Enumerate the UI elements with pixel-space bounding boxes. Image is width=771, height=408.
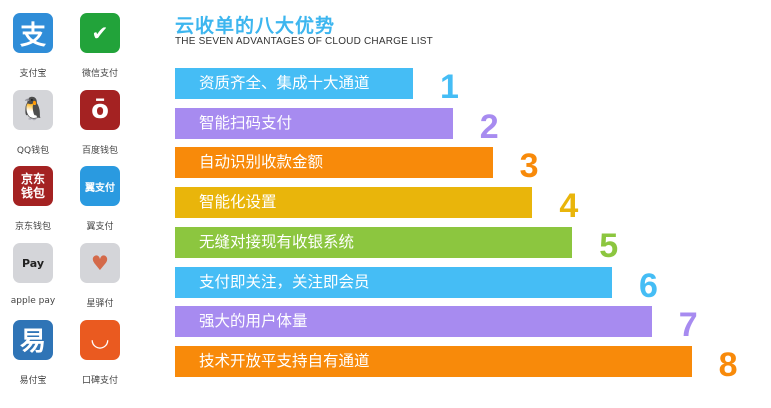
baidu-wallet-icon: ō xyxy=(80,89,120,130)
app-jd-wallet: 京东 钱包 京东钱包 xyxy=(0,166,67,232)
advantage-number: 6 xyxy=(639,266,658,305)
advantage-bar: 资质齐全、集成十大通道 xyxy=(175,68,413,99)
app-label: 微信支付 xyxy=(81,69,118,79)
wechat-pay-icon: ✔ xyxy=(80,13,120,53)
page-subtitle: THE SEVEN ADVANTAGES OF CLOUD CHARGE LIS… xyxy=(175,36,433,47)
app-label: 支付宝 xyxy=(19,69,47,79)
advantage-number: 1 xyxy=(440,68,459,106)
alipay-icon: 支 xyxy=(13,13,53,53)
app-xingyifu: ♥ 星驿付 xyxy=(66,243,134,309)
app-bestpay: 翼支付 翼支付 xyxy=(66,166,134,232)
app-label: 口碑支付 xyxy=(81,375,118,386)
app-label: 星驿付 xyxy=(86,299,114,310)
app-label: 百度钱包 xyxy=(81,145,118,156)
app-qq-wallet: 🐧 QQ钱包 xyxy=(0,89,67,156)
advantage-bar: 支付即关注，关注即会员 xyxy=(175,266,612,298)
qq-wallet-icon: 🐧 xyxy=(13,89,53,130)
advantage-number: 5 xyxy=(599,226,619,265)
app-label: QQ钱包 xyxy=(16,145,50,156)
advantage-number: 7 xyxy=(678,306,698,345)
page-title: 云收单的八大优势 xyxy=(175,15,336,37)
apple-pay-icon: Pay xyxy=(13,243,53,284)
advantage-bar: 自动识别收款金额 xyxy=(175,147,493,179)
yifubao-icon: 易 xyxy=(13,319,53,360)
app-baidu-wallet: ō 百度钱包 xyxy=(66,89,134,156)
advantage-bar: 智能化设置 xyxy=(175,187,533,219)
advantage-bar: 智能扫码支付 xyxy=(175,107,453,139)
advantage-bar: 无缝对接现有收银系统 xyxy=(175,226,573,258)
advantage-number: 8 xyxy=(718,345,738,384)
app-wechat-pay: ✔ 微信支付 xyxy=(66,13,134,79)
koubei-pay-icon: ◡ xyxy=(80,319,120,360)
app-koubei-pay: ◡ 口碑支付 xyxy=(66,319,134,386)
advantage-number: 3 xyxy=(519,147,539,186)
advantage-number: 2 xyxy=(479,107,499,146)
app-alipay: 支支付宝 xyxy=(0,13,67,79)
advantage-bar: 技术开放平支持自有通道 xyxy=(175,345,692,377)
app-apple-pay: Pay apple pay xyxy=(0,243,67,306)
advantage-number: 4 xyxy=(559,187,579,226)
app-label: 翼支付 xyxy=(86,222,114,233)
bestpay-icon: 翼支付 xyxy=(80,166,120,207)
app-yifubao: 易易付宝 xyxy=(0,319,67,386)
jd-wallet-icon: 京东 钱包 xyxy=(13,166,53,207)
app-label: apple pay xyxy=(10,296,56,307)
app-label: 易付宝 xyxy=(19,375,47,386)
advantage-bar: 强大的用户体量 xyxy=(175,306,652,338)
app-label: 京东钱包 xyxy=(14,222,51,233)
xingyifu-icon: ♥ xyxy=(80,243,120,284)
